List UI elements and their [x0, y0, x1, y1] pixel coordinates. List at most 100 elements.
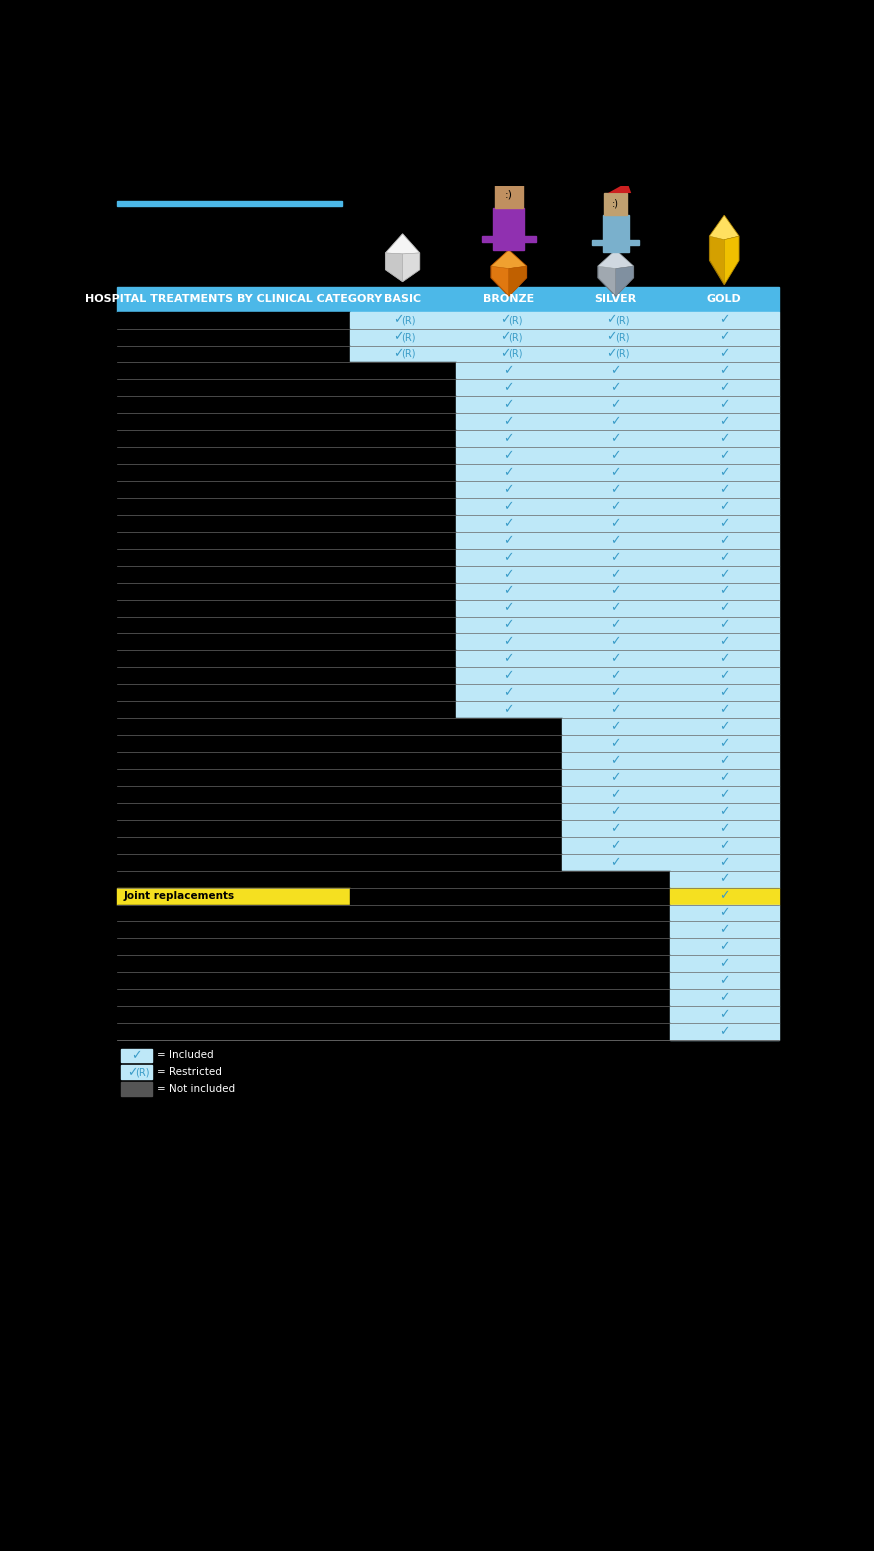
Bar — [350, 363, 455, 380]
Bar — [669, 786, 779, 803]
Bar — [562, 1007, 669, 1024]
Text: ✓: ✓ — [719, 805, 730, 817]
Bar — [482, 236, 493, 242]
Bar — [562, 413, 669, 430]
Text: ✓: ✓ — [610, 568, 621, 580]
Bar — [669, 430, 779, 447]
Text: (R): (R) — [508, 315, 522, 326]
Text: (R): (R) — [508, 349, 522, 358]
Bar — [117, 464, 350, 481]
Text: ✓: ✓ — [719, 906, 730, 920]
Bar — [455, 904, 562, 921]
Bar — [350, 583, 455, 600]
Text: ✓: ✓ — [393, 313, 404, 327]
Bar — [350, 838, 455, 853]
Bar — [669, 413, 779, 430]
Bar — [562, 701, 669, 718]
Bar — [455, 820, 562, 838]
Bar — [455, 430, 562, 447]
Text: = Not included: = Not included — [156, 1084, 234, 1095]
Bar — [350, 955, 455, 972]
Bar — [562, 532, 669, 549]
Bar — [669, 769, 779, 786]
Bar — [117, 566, 350, 583]
Bar — [629, 240, 639, 245]
Text: ✓: ✓ — [393, 347, 404, 360]
Bar — [117, 549, 350, 566]
Text: ✓: ✓ — [719, 974, 730, 988]
Text: ✓: ✓ — [719, 551, 730, 563]
Bar — [350, 820, 455, 838]
Bar — [562, 447, 669, 464]
Bar — [117, 380, 350, 397]
Bar — [455, 718, 562, 735]
Bar — [117, 684, 350, 701]
Bar — [350, 329, 455, 346]
Text: ✓: ✓ — [719, 670, 730, 682]
Bar — [455, 329, 562, 346]
Bar — [455, 803, 562, 820]
Text: ✓: ✓ — [393, 330, 404, 343]
Text: ✓: ✓ — [719, 991, 730, 1003]
Bar — [562, 887, 669, 904]
Text: ✓: ✓ — [610, 805, 621, 817]
Text: ✓: ✓ — [719, 382, 730, 394]
Text: O (R): O (R) — [386, 892, 413, 901]
Text: ✓: ✓ — [719, 568, 730, 580]
Bar — [602, 214, 629, 251]
Bar — [593, 240, 602, 245]
Bar — [455, 549, 562, 566]
Bar — [455, 532, 562, 549]
Bar — [350, 972, 455, 990]
Text: ✓: ✓ — [719, 516, 730, 530]
Text: Joint replacements: Joint replacements — [123, 892, 234, 901]
Text: ✓: ✓ — [503, 416, 514, 428]
Bar — [350, 718, 455, 735]
Bar — [604, 192, 628, 214]
Bar — [350, 633, 455, 650]
Text: ✓: ✓ — [610, 686, 621, 700]
Bar — [117, 786, 350, 803]
Text: ✓: ✓ — [719, 433, 730, 445]
Bar — [117, 820, 350, 838]
Bar — [117, 633, 350, 650]
Text: ✓: ✓ — [500, 313, 510, 327]
Bar — [669, 329, 779, 346]
Bar — [455, 769, 562, 786]
Text: (R): (R) — [401, 332, 416, 343]
Text: ✓: ✓ — [610, 771, 621, 783]
Bar — [455, 481, 562, 498]
Bar — [117, 346, 350, 363]
Bar — [117, 921, 350, 938]
Bar — [562, 938, 669, 955]
Bar — [117, 870, 350, 887]
Bar — [669, 583, 779, 600]
Text: ✓: ✓ — [610, 482, 621, 496]
Polygon shape — [491, 250, 527, 296]
Bar — [350, 498, 455, 515]
Text: ✓: ✓ — [719, 465, 730, 479]
Bar — [455, 870, 562, 887]
Bar — [117, 955, 350, 972]
Bar — [524, 236, 536, 242]
Bar — [350, 803, 455, 820]
Text: ✓: ✓ — [503, 670, 514, 682]
Bar — [117, 1007, 350, 1024]
Polygon shape — [608, 183, 631, 192]
Text: ✓: ✓ — [719, 737, 730, 751]
Bar — [562, 329, 669, 346]
Text: ✓: ✓ — [719, 602, 730, 614]
Bar — [562, 718, 669, 735]
Text: (R): (R) — [614, 315, 629, 326]
Bar — [669, 904, 779, 921]
Text: = Included: = Included — [156, 1050, 213, 1061]
Bar — [117, 650, 350, 667]
Bar — [117, 363, 350, 380]
Polygon shape — [615, 267, 634, 296]
Bar — [669, 887, 779, 904]
Bar — [669, 650, 779, 667]
Bar — [350, 447, 455, 464]
Text: ✓: ✓ — [610, 499, 621, 513]
Bar — [350, 701, 455, 718]
Bar — [350, 684, 455, 701]
